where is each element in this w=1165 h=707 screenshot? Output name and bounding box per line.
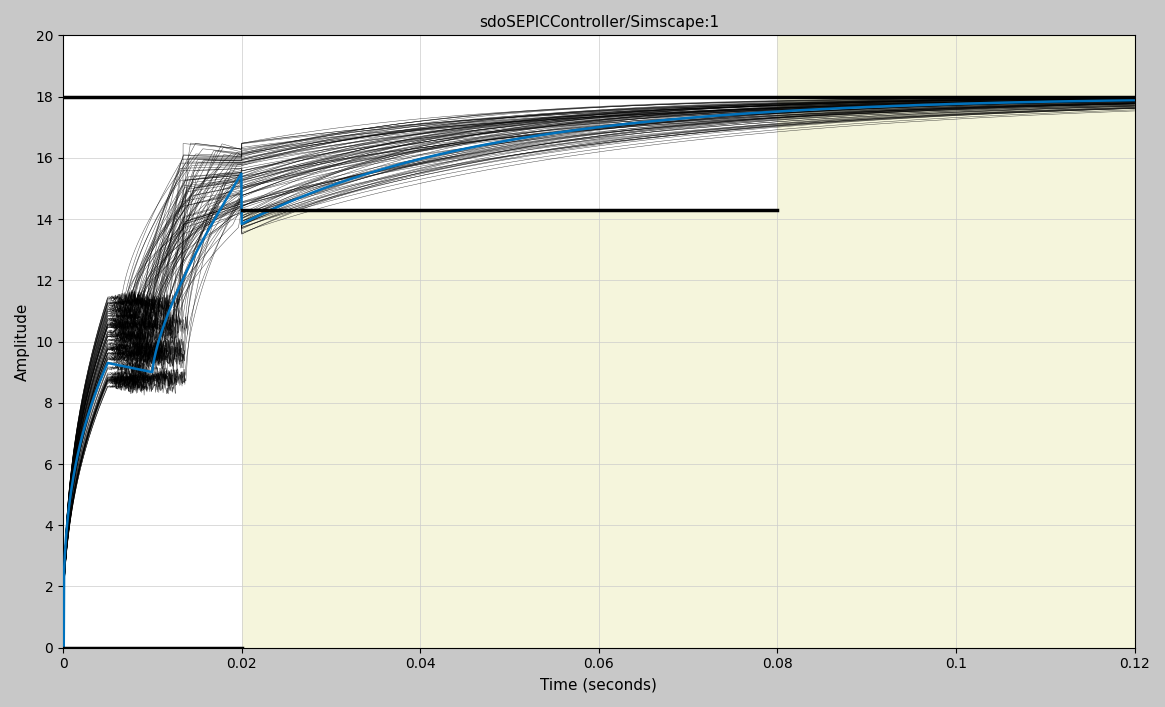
- Y-axis label: Amplitude: Amplitude: [15, 303, 30, 380]
- Bar: [63, 35, 777, 210]
- X-axis label: Time (seconds): Time (seconds): [541, 677, 657, 692]
- Bar: [63, 210, 241, 648]
- Title: sdoSEPICController/Simscape:1: sdoSEPICController/Simscape:1: [479, 15, 719, 30]
